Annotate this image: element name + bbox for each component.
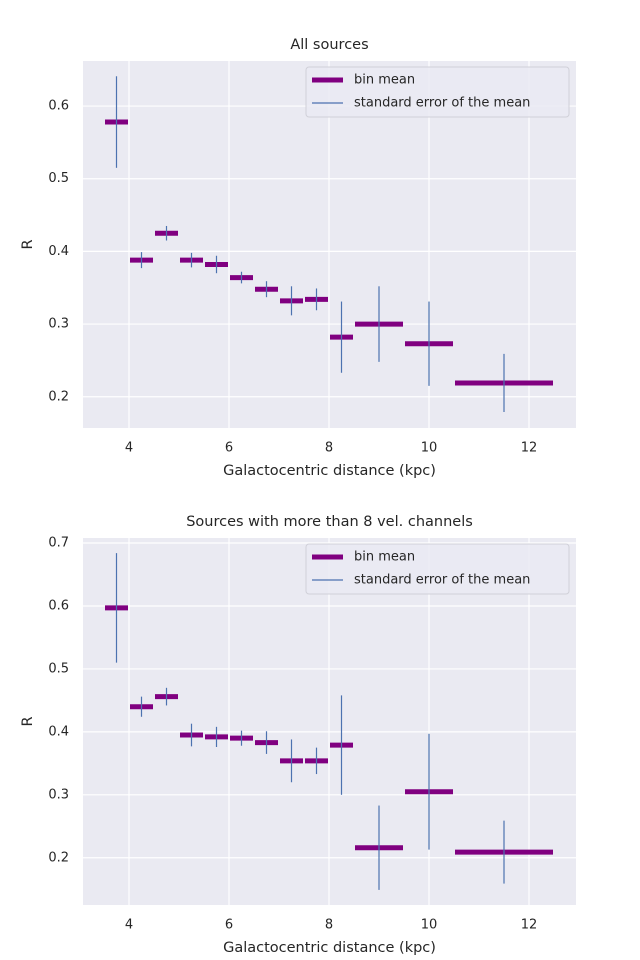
y-tick-label: 0.5 xyxy=(48,171,69,186)
y-tick-label: 0.3 xyxy=(48,317,69,332)
x-tick-label: 8 xyxy=(325,441,333,456)
legend-label: bin mean xyxy=(354,550,415,565)
y-tick-label: 0.2 xyxy=(48,850,69,865)
x-axis-label: Galactocentric distance (kpc) xyxy=(223,940,436,956)
legend-label: bin mean xyxy=(354,73,415,88)
x-tick-label: 6 xyxy=(225,441,233,456)
y-tick-label: 0.2 xyxy=(48,389,69,404)
chart-title: All sources xyxy=(290,37,368,53)
y-tick-label: 0.6 xyxy=(48,99,69,114)
legend-box xyxy=(305,543,570,595)
y-tick-label: 0.3 xyxy=(48,787,69,802)
x-tick-label: 4 xyxy=(125,918,133,933)
x-tick-label: 8 xyxy=(325,918,333,933)
y-tick-label: 0.4 xyxy=(48,244,69,259)
legend-label: standard error of the mean xyxy=(354,573,530,588)
y-axis-label: R xyxy=(20,716,36,726)
legend-box xyxy=(305,66,570,118)
chart-title: Sources with more than 8 vel. channels xyxy=(186,514,473,530)
x-tick-label: 6 xyxy=(225,918,233,933)
x-axis-label: Galactocentric distance (kpc) xyxy=(223,463,436,479)
x-tick-label: 12 xyxy=(521,441,538,456)
x-tick-label: 4 xyxy=(125,441,133,456)
x-tick-label: 10 xyxy=(421,918,438,933)
x-tick-label: 10 xyxy=(421,441,438,456)
y-tick-label: 0.5 xyxy=(48,661,69,676)
y-tick-label: 0.6 xyxy=(48,598,69,613)
legend-label: standard error of the mean xyxy=(354,96,530,111)
y-axis-label: R xyxy=(20,239,36,249)
y-tick-label: 0.7 xyxy=(48,536,69,551)
y-tick-label: 0.4 xyxy=(48,724,69,739)
x-tick-label: 12 xyxy=(521,918,538,933)
